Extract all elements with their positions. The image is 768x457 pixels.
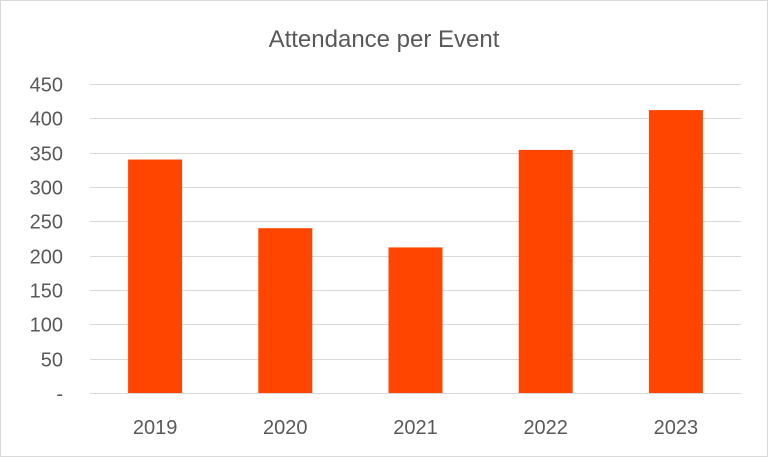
- y-tick-label: -: [56, 384, 63, 406]
- x-tick-label: 2023: [654, 417, 699, 439]
- y-tick-label: 200: [30, 247, 63, 269]
- y-axis-tick-labels: - 50 100 150 200 250 300 350 400 450: [30, 75, 63, 406]
- x-tick-label: 2020: [263, 417, 308, 439]
- bars: [128, 110, 703, 394]
- bar-2020: [258, 228, 313, 393]
- y-tick-label: 450: [30, 75, 63, 97]
- y-tick-label: 250: [30, 212, 63, 234]
- x-tick-label: 2022: [523, 417, 568, 439]
- bar-2023: [648, 110, 703, 394]
- bar-2019: [128, 159, 183, 393]
- y-tick-label: 400: [30, 109, 63, 131]
- x-tick-label: 2021: [393, 417, 438, 439]
- y-tick-label: 50: [41, 350, 63, 372]
- bar-2022: [518, 149, 573, 393]
- bar-2021: [388, 247, 443, 393]
- y-tick-label: 350: [30, 144, 63, 166]
- y-tick-label: 150: [30, 281, 63, 303]
- y-tick-label: 300: [30, 178, 63, 200]
- x-tick-label: 2019: [133, 417, 178, 439]
- y-tick-label: 100: [30, 315, 63, 337]
- chart-title: Attendance per Event: [269, 26, 500, 53]
- x-axis-tick-labels: 2019 2020 2021 2022 2023: [133, 417, 698, 439]
